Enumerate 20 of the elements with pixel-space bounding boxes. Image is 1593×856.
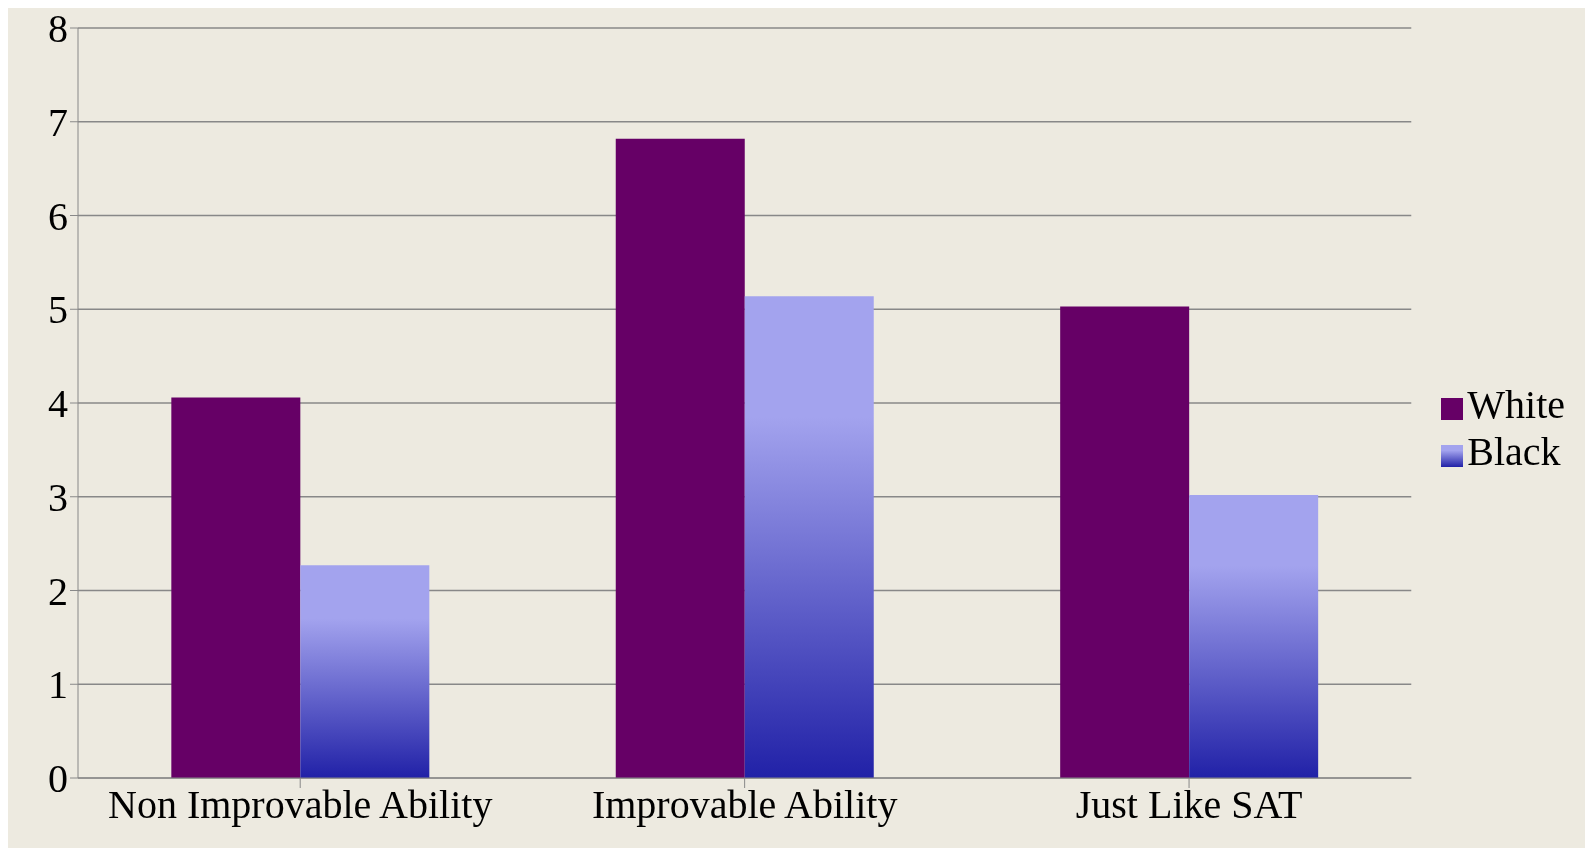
y-tick-label: 3 (48, 474, 68, 520)
bar (171, 397, 301, 778)
bar (615, 138, 745, 778)
y-tick-label: 2 (48, 568, 68, 614)
legend-label: White (1467, 382, 1565, 427)
y-tick-label: 7 (48, 99, 68, 145)
bar (744, 296, 874, 778)
bar (1189, 494, 1319, 778)
y-tick-label: 4 (48, 381, 68, 427)
y-tick-label: 6 (48, 193, 68, 239)
x-tick-label: Improvable Ability (591, 782, 898, 828)
y-tick-label: 5 (48, 287, 68, 333)
x-tick-label: Non Improvable Ability (108, 782, 493, 828)
y-tick-label: 8 (48, 6, 68, 52)
bar (1060, 306, 1190, 778)
y-tick-label: 1 (48, 662, 68, 708)
y-tick-label: 0 (48, 756, 68, 802)
legend-label: Black (1467, 429, 1561, 474)
bar (300, 565, 430, 778)
x-tick-label: Just Like SAT (1075, 782, 1303, 828)
